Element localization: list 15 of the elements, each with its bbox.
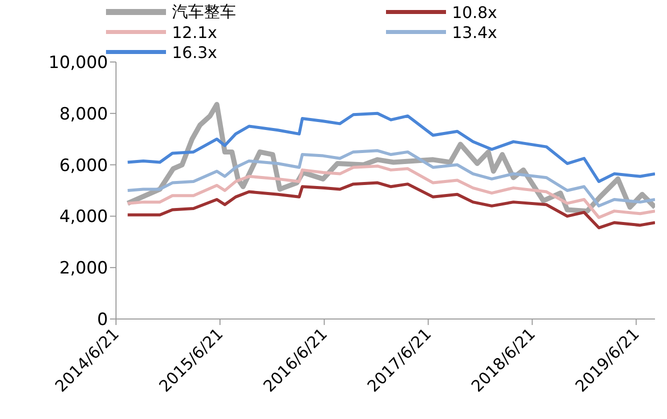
legend-label: 13.4x xyxy=(452,22,498,42)
legend-label: 10.8x xyxy=(452,2,498,22)
legend-label: 16.3x xyxy=(172,42,218,62)
y-tick-label: 4,000 xyxy=(59,207,108,228)
line-series xyxy=(126,112,655,184)
y-tick-label: 6,000 xyxy=(59,156,108,176)
line-series xyxy=(126,149,655,208)
legend-label: 汽车整车 xyxy=(172,2,236,22)
y-tick-label: 8,000 xyxy=(59,104,108,124)
legend-label: 12.1x xyxy=(172,22,218,42)
line-series xyxy=(126,181,655,230)
y-tick-label: 2,000 xyxy=(59,258,108,279)
line-series xyxy=(126,164,655,219)
y-tick-label: 10,000 xyxy=(48,53,108,74)
y-tick-label: 0 xyxy=(97,310,108,330)
